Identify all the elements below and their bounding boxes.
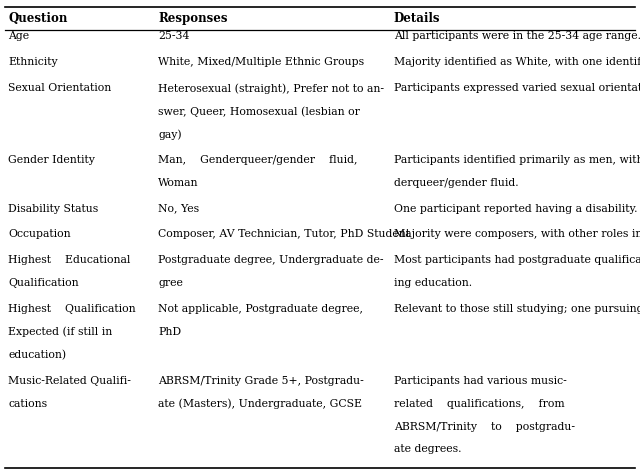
- Text: Composer, AV Technician, Tutor, PhD Student: Composer, AV Technician, Tutor, PhD Stud…: [158, 229, 410, 239]
- Text: Woman: Woman: [158, 178, 198, 188]
- Text: education): education): [8, 350, 67, 360]
- Text: Most participants had postgraduate qualifications, with one still pursu-: Most participants had postgraduate quali…: [394, 255, 640, 265]
- Text: Disability Status: Disability Status: [8, 204, 99, 214]
- Text: Sexual Orientation: Sexual Orientation: [8, 83, 111, 93]
- Text: Highest    Qualification: Highest Qualification: [8, 304, 136, 314]
- Text: Responses: Responses: [158, 12, 228, 25]
- Text: All participants were in the 25-34 age range.: All participants were in the 25-34 age r…: [394, 31, 640, 41]
- Text: Participants expressed varied sexual orientations, including Queer and Heterosex: Participants expressed varied sexual ori…: [394, 83, 640, 93]
- Text: derqueer/gender fluid.: derqueer/gender fluid.: [394, 178, 518, 188]
- Text: No, Yes: No, Yes: [158, 204, 199, 214]
- Text: Question: Question: [8, 12, 68, 25]
- Text: Man,    Genderqueer/gender    fluid,: Man, Genderqueer/gender fluid,: [158, 155, 358, 165]
- Text: ABRSM/Trinity Grade 5+, Postgradu-: ABRSM/Trinity Grade 5+, Postgradu-: [158, 376, 364, 386]
- Text: Highest    Educational: Highest Educational: [8, 255, 131, 265]
- Text: Age: Age: [8, 31, 29, 41]
- Text: Postgraduate degree, Undergraduate de-: Postgraduate degree, Undergraduate de-: [158, 255, 383, 265]
- Text: swer, Queer, Homosexual (lesbian or: swer, Queer, Homosexual (lesbian or: [158, 106, 360, 117]
- Text: Participants identified primarily as men, with one identifying as a woman and an: Participants identified primarily as men…: [394, 155, 640, 165]
- Text: Ethnicity: Ethnicity: [8, 57, 58, 67]
- Text: Occupation: Occupation: [8, 229, 71, 239]
- Text: Majority were composers, with other roles including AV Technician and Tutor.: Majority were composers, with other role…: [394, 229, 640, 239]
- Text: related    qualifications,    from: related qualifications, from: [394, 398, 564, 408]
- Text: 25-34: 25-34: [158, 31, 189, 41]
- Text: Relevant to those still studying; one pursuing a PhD.: Relevant to those still studying; one pu…: [394, 304, 640, 314]
- Text: gree: gree: [158, 278, 183, 288]
- Text: PhD: PhD: [158, 327, 181, 337]
- Text: Participants had various music-: Participants had various music-: [394, 376, 566, 386]
- Text: Gender Identity: Gender Identity: [8, 155, 95, 165]
- Text: One participant reported having a disability.: One participant reported having a disabi…: [394, 204, 637, 214]
- Text: cations: cations: [8, 398, 47, 408]
- Text: Details: Details: [394, 12, 440, 25]
- Text: ing education.: ing education.: [394, 278, 472, 288]
- Text: Majority identified as White, with one identifying as Mixed/Multiple Ethnic Grou: Majority identified as White, with one i…: [394, 57, 640, 67]
- Text: Music-Related Qualifi-: Music-Related Qualifi-: [8, 376, 131, 386]
- Text: Qualification: Qualification: [8, 278, 79, 288]
- Text: ate degrees.: ate degrees.: [394, 445, 461, 455]
- Text: Heterosexual (straight), Prefer not to an-: Heterosexual (straight), Prefer not to a…: [158, 83, 384, 94]
- Text: Expected (if still in: Expected (if still in: [8, 327, 113, 337]
- Text: ABRSM/Trinity    to    postgradu-: ABRSM/Trinity to postgradu-: [394, 422, 575, 432]
- Text: ate (Masters), Undergraduate, GCSE: ate (Masters), Undergraduate, GCSE: [158, 398, 362, 409]
- Text: White, Mixed/Multiple Ethnic Groups: White, Mixed/Multiple Ethnic Groups: [158, 57, 364, 67]
- Text: gay): gay): [158, 129, 182, 139]
- Text: Not applicable, Postgraduate degree,: Not applicable, Postgraduate degree,: [158, 304, 363, 314]
